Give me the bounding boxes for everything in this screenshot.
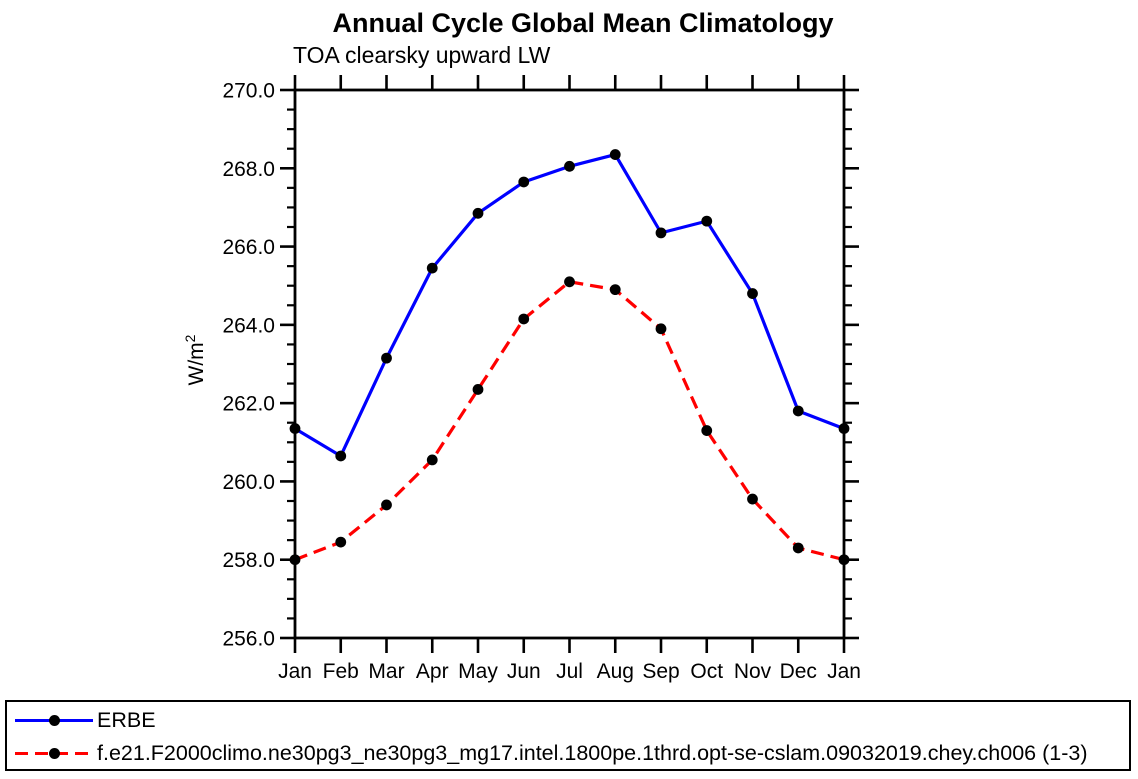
chart-title: Annual Cycle Global Mean Climatology [332, 8, 834, 38]
series-0-marker-dot-icon [609, 149, 621, 160]
series-1-marker-dot-icon [335, 536, 347, 548]
series-1-marker-dot-icon [701, 425, 713, 436]
legend-item-model-run: f.e21.F2000climo.ne30pg3_ne30pg3_mg17.in… [15, 740, 1087, 766]
series-line-1 [294, 280, 845, 562]
series-1-marker-dot-icon [609, 284, 621, 296]
series-line-0 [294, 152, 845, 458]
series-0-marker-dot-icon [655, 227, 667, 239]
x-tick-label: Oct [690, 660, 723, 683]
series-1-marker-dot-icon [426, 454, 438, 466]
x-tick-label: Mar [368, 660, 404, 683]
y-tick-label: 258.0 [222, 549, 275, 572]
chart-subtitle: TOA clearsky upward LW [293, 42, 551, 68]
plot-border [293, 88, 846, 640]
x-tick-label: Sep [642, 660, 679, 683]
series-1-marker-dot-icon [747, 493, 758, 505]
series-0-marker-dot-icon [564, 160, 575, 172]
plot-area: Jan Feb Mar Apr May Jun Jul Aug Sep Oct Nov Dec Jan2… [222, 75, 861, 683]
series-0-marker-dot-icon [701, 215, 713, 227]
x-tick-label: Nov [734, 660, 772, 683]
legend-item-erbe: ERBE [15, 707, 156, 733]
x-tick-label: Jan [278, 660, 312, 683]
series-0-marker-dot-icon [518, 176, 530, 188]
series-0-marker-dot-icon [381, 352, 392, 364]
legend-marker-dot-icon [48, 747, 60, 759]
series-0-marker-dot-icon [289, 423, 301, 434]
series-1-marker-dot-icon [655, 323, 667, 335]
series-0-marker-dot-icon [472, 207, 484, 219]
series-1-marker-dot-icon [792, 542, 804, 554]
x-tick-label: Jun [507, 660, 541, 683]
x-tick-label: May [458, 660, 498, 683]
series-1-marker-dot-icon [472, 384, 484, 395]
y-tick-label: 266.0 [222, 236, 275, 259]
x-tick-label: Dec [780, 660, 817, 683]
series-0-marker-dot-icon [792, 405, 804, 417]
legend-label-model-run: f.e21.F2000climo.ne30pg3_ne30pg3_mg17.in… [97, 740, 1088, 765]
series-0-marker-dot-icon [747, 288, 758, 299]
x-tick-label: Apr [416, 660, 449, 683]
series-1-marker-dot-icon [838, 554, 850, 566]
series-0-marker-dot-icon [838, 423, 850, 434]
y-tick-label: 256.0 [222, 628, 275, 651]
series-0-marker-dot-icon [335, 450, 347, 462]
y-tick-label: 268.0 [222, 158, 275, 181]
y-tick-label: 270.0 [222, 80, 275, 103]
legend-sample-model-run [15, 746, 93, 760]
y-tick-label: 264.0 [222, 314, 275, 337]
y-tick-label: 260.0 [222, 471, 275, 494]
x-tick-label: Aug [597, 660, 634, 683]
series-1-marker-dot-icon [289, 554, 301, 566]
x-tick-label: Jan [827, 660, 861, 683]
legend-marker-dot-icon [48, 714, 60, 726]
x-tick-label: Feb [323, 660, 359, 683]
series-1-marker-dot-icon [564, 276, 575, 288]
x-tick-label: Jul [556, 660, 583, 683]
legend-sample-erbe [15, 713, 93, 727]
series-1-marker-dot-icon [381, 499, 392, 511]
series-0-marker-dot-icon [426, 262, 438, 274]
y-tick-label: 262.0 [222, 393, 275, 416]
legend-label-erbe: ERBE [97, 707, 156, 732]
series-1-marker-dot-icon [518, 313, 530, 325]
legend-box: ERBE f.e21.F2000climo.ne30pg3_ne30pg3_mg… [5, 700, 1131, 771]
